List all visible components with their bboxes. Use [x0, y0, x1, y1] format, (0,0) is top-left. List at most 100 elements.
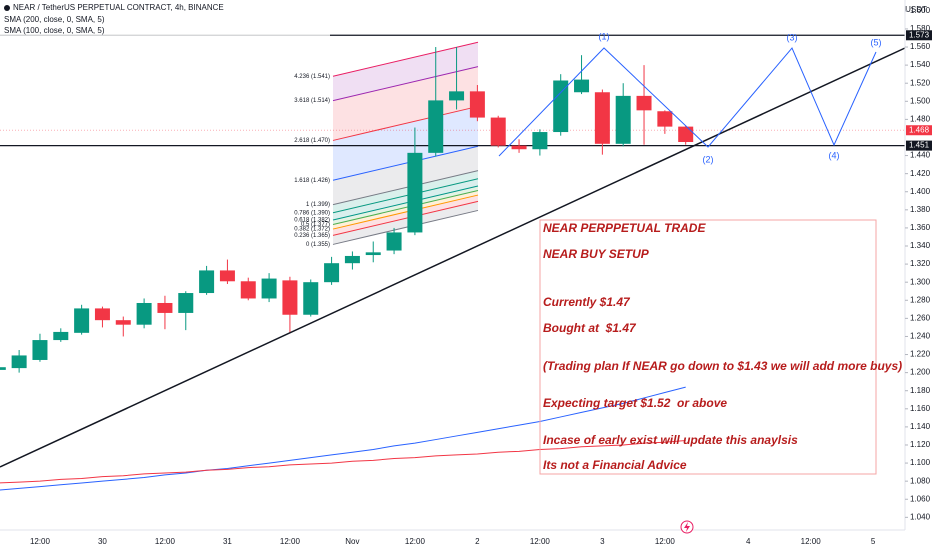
fib-label: 1 (1.399) — [306, 202, 330, 208]
fib-label: 3.618 (1.514) — [294, 98, 330, 104]
fib-label: 0.786 (1.390) — [294, 210, 330, 216]
y-tick-label: 1.300 — [910, 277, 931, 286]
candle-body — [115, 320, 131, 325]
price-tag-label: 1.468 — [909, 125, 930, 134]
y-tick-label: 1.180 — [910, 386, 931, 395]
candle-body — [678, 126, 694, 142]
y-tick-label: 1.200 — [910, 368, 931, 377]
y-tick-label: 1.320 — [910, 259, 931, 268]
y-tick-label: 1.500 — [910, 96, 931, 105]
symbol-icon — [4, 5, 10, 11]
wave-label: (1) — [599, 31, 610, 41]
fib-label: 0.236 (1.365) — [294, 233, 330, 239]
indicator-legend[interactable]: SMA (100, close, 0, SMA, 5) — [4, 26, 105, 35]
fib-label: 0.5 (1.377) — [301, 222, 330, 228]
fib-line — [332, 170, 479, 206]
y-tick-label: 1.100 — [910, 458, 931, 467]
candle-body — [490, 117, 506, 146]
fib-band — [333, 201, 478, 245]
fib-label: 1.618 (1.426) — [294, 178, 330, 184]
candle-body — [261, 278, 277, 299]
fib-line — [332, 194, 479, 230]
header-bg — [0, 0, 330, 38]
y-tick-label: 1.400 — [910, 187, 931, 196]
y-tick-label: 1.160 — [910, 404, 931, 413]
fib-band — [333, 146, 478, 205]
note-line: NEAR BUY SETUP — [543, 247, 650, 261]
y-tick-label: 1.280 — [910, 295, 931, 304]
fib-band — [333, 66, 478, 141]
y-tick-label: 1.060 — [910, 494, 931, 503]
x-tick-label: 12:00 — [30, 537, 51, 546]
y-tick-label: 1.340 — [910, 241, 931, 250]
symbol-title[interactable]: NEAR / TetherUS PERPETUAL CONTRACT, 4h, … — [13, 3, 224, 12]
y-tick-label: 1.140 — [910, 422, 931, 431]
price-tag — [906, 140, 932, 151]
fib-line — [332, 190, 479, 226]
candle-body — [553, 80, 569, 133]
fib-label: 4.236 (1.541) — [294, 74, 330, 80]
note-line: Incase of early exist will update this a… — [543, 433, 798, 447]
fib-band — [333, 190, 478, 230]
wave-path — [498, 47, 877, 157]
price-axis — [905, 0, 932, 550]
fib-label: 0 (1.355) — [306, 242, 330, 248]
y-tick-label: 1.260 — [910, 313, 931, 322]
price-tag-label: 1.573 — [909, 30, 930, 39]
candle-body — [282, 280, 298, 315]
fib-band — [333, 178, 478, 221]
sma-line — [0, 439, 686, 484]
wave-label: (2) — [703, 154, 714, 164]
candle-body — [469, 91, 485, 118]
y-tick-label: 1.520 — [910, 78, 931, 87]
candle-body — [94, 308, 110, 321]
candle-body — [199, 270, 215, 294]
note-line: Its not a Financial Advice — [543, 458, 687, 472]
price-tag — [906, 30, 932, 41]
candle-body — [615, 95, 631, 144]
x-tick-label: 12:00 — [801, 537, 822, 546]
y-tick-label: 1.600 — [910, 6, 931, 15]
x-tick-label: 12:00 — [280, 537, 301, 546]
note-line: Currently $1.47 — [543, 295, 631, 309]
candle-body — [303, 282, 319, 315]
candle-body — [365, 252, 381, 256]
wave-label: (5) — [871, 37, 882, 47]
candle-body — [407, 152, 423, 233]
currency-label: USDT — [905, 5, 927, 14]
candle-body — [574, 79, 590, 93]
x-tick-label: 2 — [475, 537, 480, 546]
candle-body — [449, 91, 465, 101]
y-tick-label: 1.560 — [910, 42, 931, 51]
note-line: Bought at $1.47 — [543, 321, 637, 335]
y-tick-label: 1.580 — [910, 24, 931, 33]
candle-body — [324, 263, 340, 283]
fib-line — [332, 178, 479, 214]
x-tick-label: 12:00 — [530, 537, 551, 546]
fib-line — [332, 145, 479, 181]
indicator-legend[interactable]: SMA (200, close, 0, SMA, 5) — [4, 15, 105, 24]
fib-line — [332, 41, 479, 77]
y-tick-label: 1.040 — [910, 512, 931, 521]
y-tick-label: 1.120 — [910, 440, 931, 449]
candle-body — [428, 100, 444, 153]
x-tick-label: 12:00 — [405, 537, 426, 546]
sma-line — [0, 386, 686, 491]
fib-line — [332, 66, 479, 102]
note-box — [539, 219, 877, 475]
x-tick-label: 31 — [223, 537, 232, 546]
fib-line — [332, 185, 479, 221]
candle-body — [657, 111, 673, 127]
x-tick-label: 3 — [600, 537, 605, 546]
candle-body — [74, 308, 90, 333]
fib-band — [333, 42, 478, 101]
fib-label: 0.382 (1.372) — [294, 227, 330, 233]
note-line: (Trading plan If NEAR go down to $1.43 w… — [543, 359, 902, 373]
candle-body — [511, 145, 527, 150]
x-tick-label: 4 — [746, 537, 751, 546]
fib-label: 2.618 (1.470) — [294, 138, 330, 144]
y-tick-label: 1.420 — [910, 169, 931, 178]
y-tick-label: 1.080 — [910, 476, 931, 485]
